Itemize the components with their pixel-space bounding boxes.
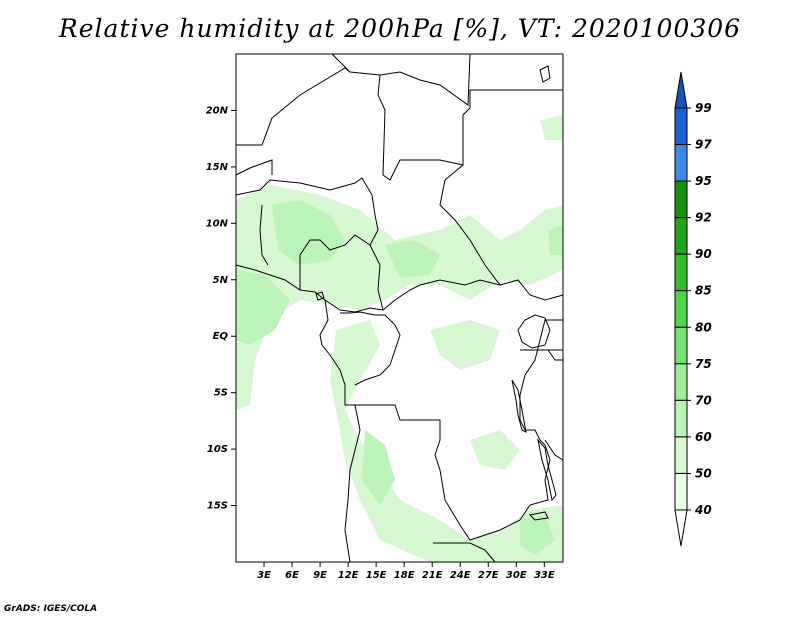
- colorbar-label: 85: [695, 284, 712, 298]
- colorbar-swatch: [674, 472, 688, 511]
- lat-tick-label: EQ: [213, 331, 229, 342]
- colorbar-label: 75: [695, 357, 712, 371]
- lon-tick-label: 6E: [285, 570, 299, 581]
- lat-tick-label: 20N: [206, 105, 229, 116]
- lon-tick-label: 18E: [394, 570, 415, 581]
- lat-tick-label: 5N: [213, 275, 229, 286]
- colorbar-label: 97: [695, 138, 712, 152]
- map-frame: [235, 53, 564, 563]
- colorbar-swatch: [674, 326, 688, 365]
- colorbar: 99 97 95 92 90 85 80 75 70 60 50 40: [674, 71, 712, 547]
- lon-tick-label: 3E: [257, 570, 271, 581]
- lat-tick-label: 10N: [206, 218, 229, 229]
- lat-tick-label: 15S: [207, 501, 228, 512]
- colorbar-top-arrow: [674, 71, 688, 109]
- colorbar-label: 60: [695, 430, 712, 444]
- lon-tick-label: 33E: [534, 570, 555, 581]
- colorbar-bottom-arrow: [674, 509, 688, 547]
- colorbar-label: 80: [695, 320, 712, 334]
- colorbar-swatch: [674, 363, 688, 401]
- lakes: [315, 65, 557, 521]
- latitude-axis: 20N 15N 10N 5N EQ 5S 10S 15S: [206, 105, 236, 512]
- lon-tick-label: 21E: [422, 570, 443, 581]
- humidity-field: [236, 115, 563, 562]
- grads-credit: GrADS: IGES/COLA: [4, 604, 98, 614]
- colorbar-swatch: [674, 253, 688, 292]
- map-title: Relative humidity at 200hPa [%], VT: 202…: [58, 14, 742, 43]
- colorbar-label: 70: [695, 393, 712, 407]
- colorbar-swatch: [674, 290, 688, 328]
- colorbar-label: 95: [695, 174, 712, 188]
- colorbar-swatch: [674, 436, 688, 474]
- colorbar-swatch: [674, 399, 688, 438]
- colorbar-swatch: [674, 217, 688, 255]
- lon-tick-label: 27E: [478, 570, 499, 581]
- colorbar-swatch: [674, 180, 688, 219]
- colorbar-label: 92: [695, 211, 712, 225]
- colorbar-label: 50: [695, 466, 712, 480]
- longitude-axis: 3E 6E 9E 12E 15E 18E 21E 24E 27E 30E 33E: [257, 562, 555, 581]
- lon-tick-label: 12E: [338, 570, 359, 581]
- colorbar-label: 90: [695, 247, 712, 261]
- country-borders: [235, 53, 564, 563]
- lon-tick-label: 24E: [450, 570, 471, 581]
- lon-tick-label: 9E: [313, 570, 327, 581]
- colorbar-label: 99: [695, 101, 712, 115]
- lon-tick-label: 15E: [366, 570, 387, 581]
- lat-tick-label: 5S: [214, 388, 228, 399]
- colorbar-swatch: [674, 144, 688, 182]
- humidity-field-60: [236, 200, 563, 555]
- lat-tick-label: 10S: [207, 444, 228, 455]
- colorbar-swatch: [674, 107, 688, 146]
- lat-tick-label: 15N: [206, 162, 229, 173]
- lon-tick-label: 30E: [506, 570, 527, 581]
- colorbar-label: 40: [694, 503, 712, 517]
